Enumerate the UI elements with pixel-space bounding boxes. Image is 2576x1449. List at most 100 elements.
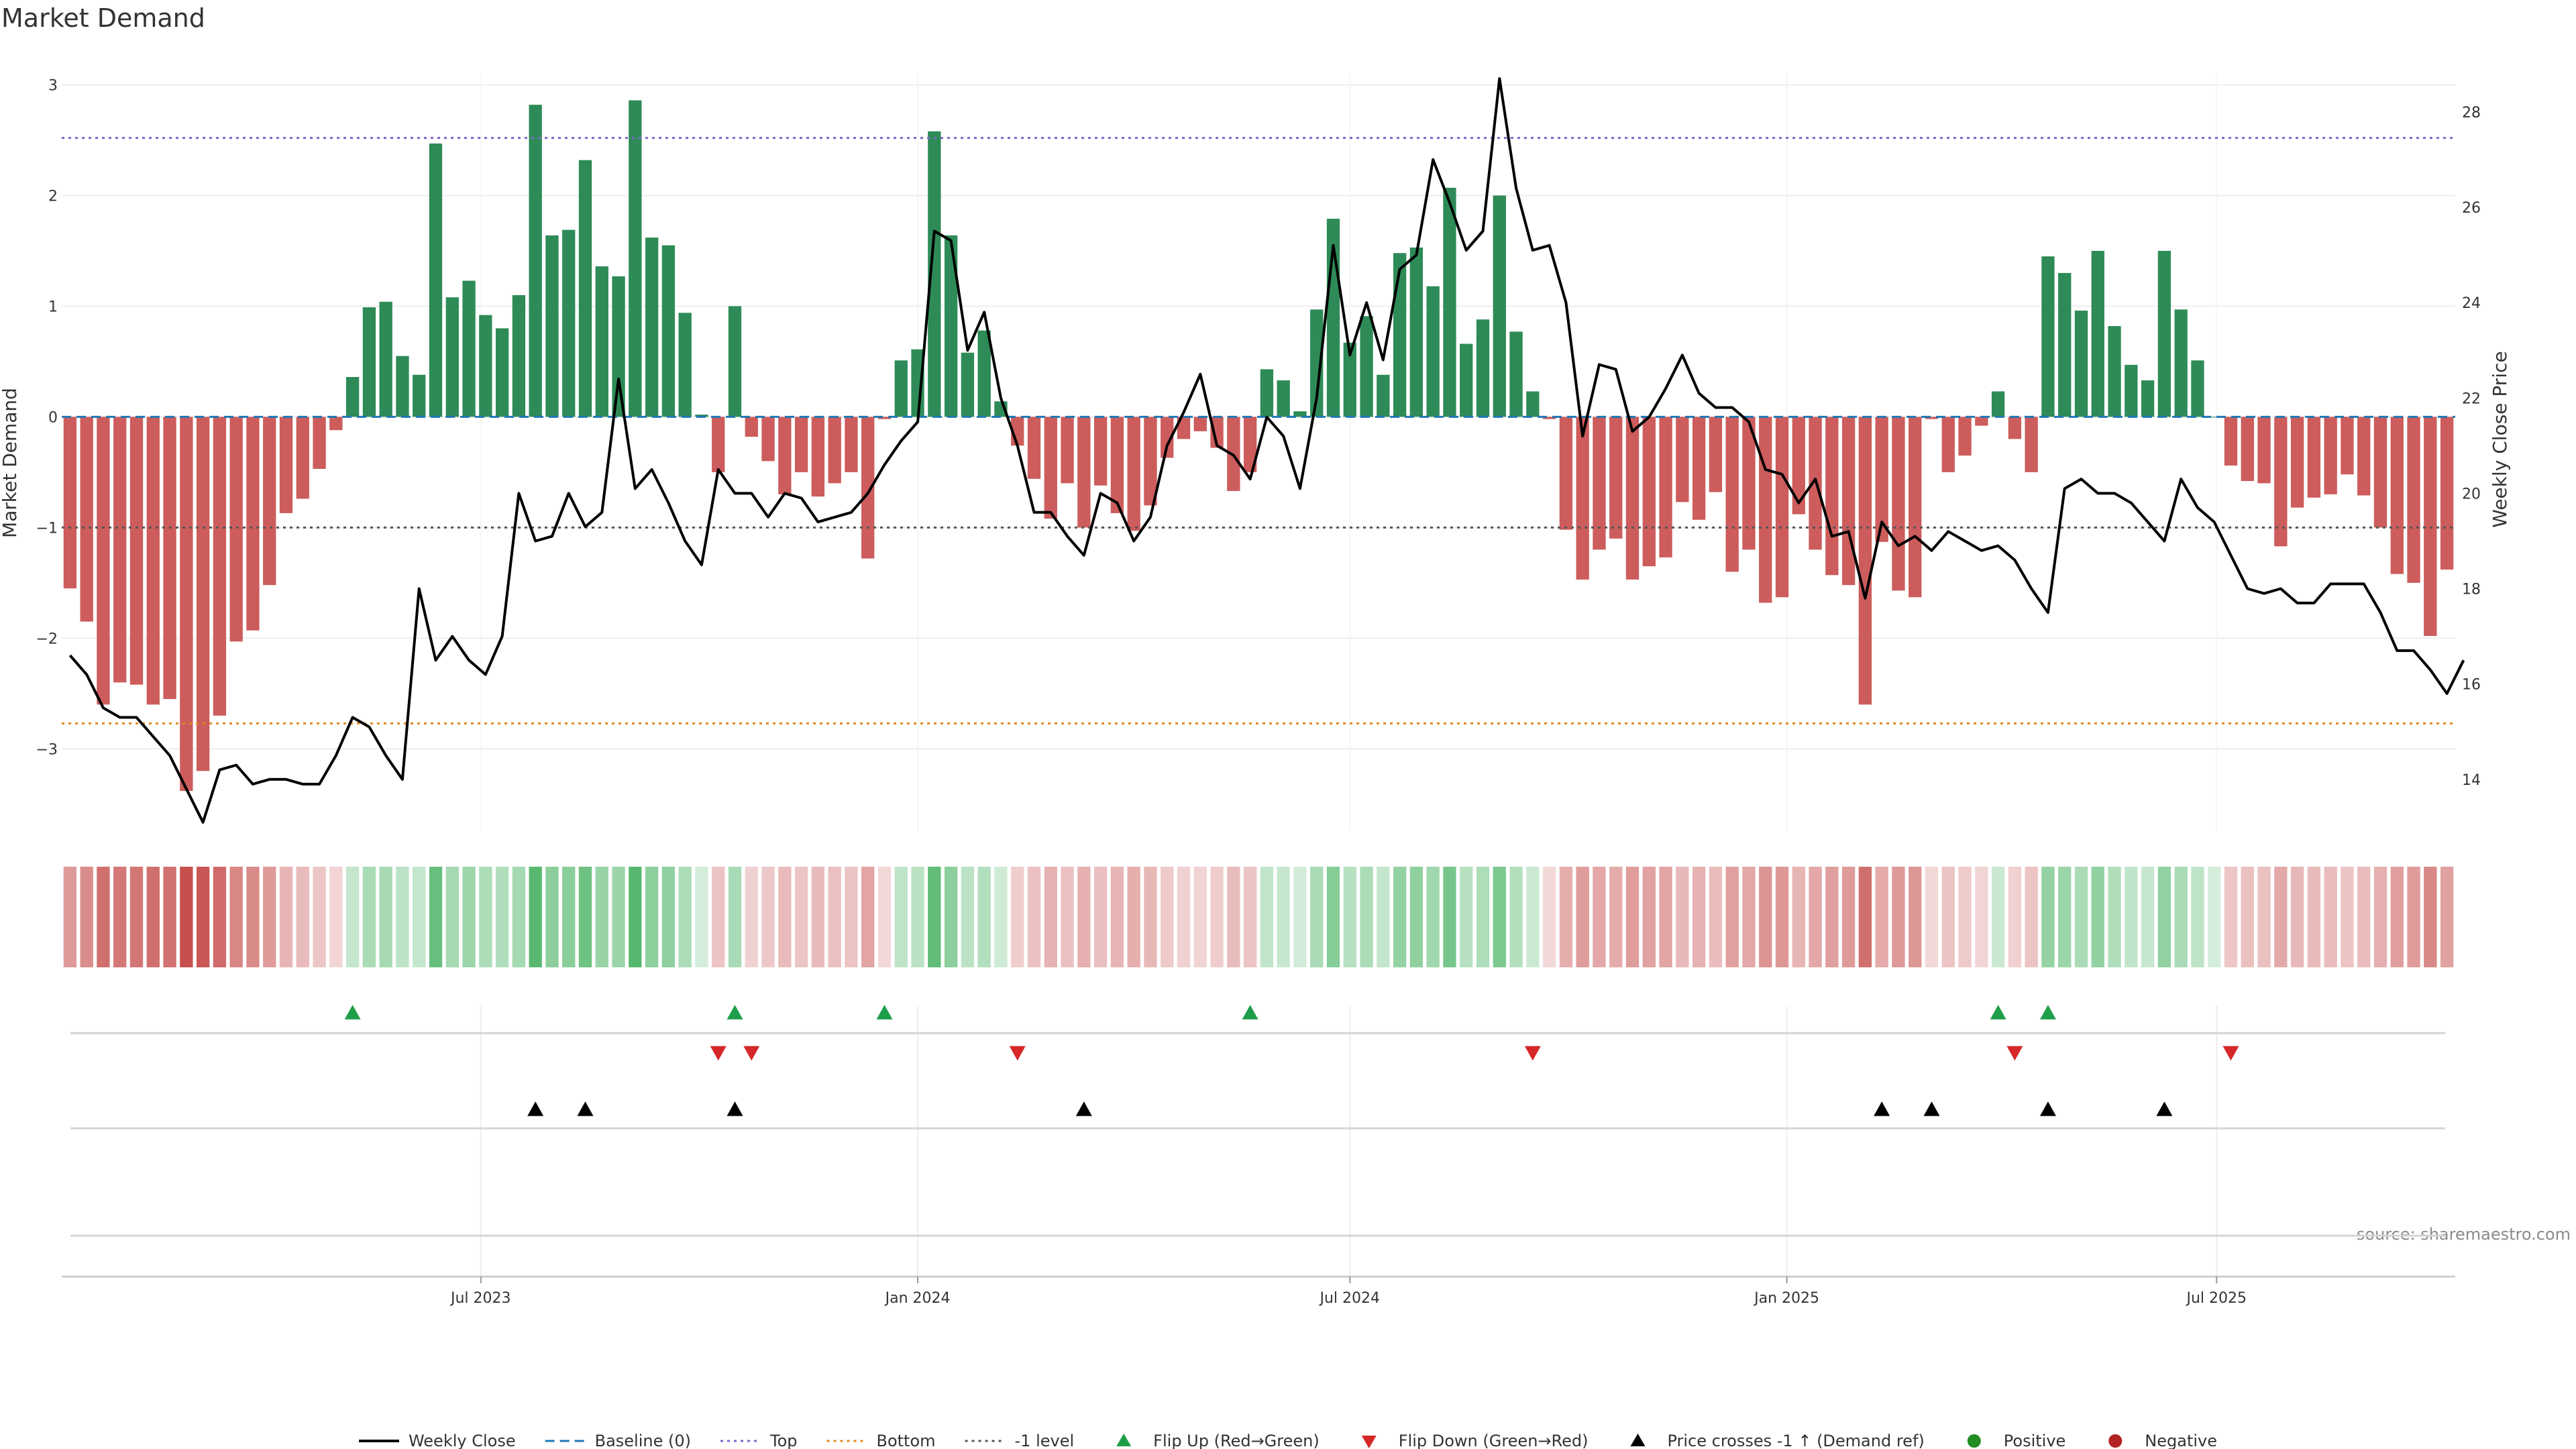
negative-bar xyxy=(1676,417,1689,502)
heat-cell-positive xyxy=(977,867,991,967)
negative-bar xyxy=(2290,417,2304,508)
negative-bar xyxy=(263,417,276,586)
heat-cell-positive xyxy=(445,867,459,967)
negative-bar xyxy=(1742,417,1756,550)
positive-bar xyxy=(2157,250,2171,417)
positive-bar xyxy=(1343,342,1356,417)
positive-bar xyxy=(413,374,426,417)
negative-bar xyxy=(163,417,176,700)
negative-bar xyxy=(180,417,193,791)
y-tick-label: 2 xyxy=(48,188,58,205)
negative-bar xyxy=(745,417,758,437)
positive-bar xyxy=(529,105,542,417)
positive-bar xyxy=(928,131,941,417)
heat-cell-positive xyxy=(462,867,476,967)
legend-item-negative: Negative xyxy=(2108,1432,2217,1449)
heat-cell-positive xyxy=(362,867,376,967)
positive-bar xyxy=(894,360,908,417)
heat-cell-negative xyxy=(2241,867,2254,967)
heat-cell-negative xyxy=(2274,867,2288,967)
heat-cell-negative xyxy=(1127,867,1140,967)
negative-bar xyxy=(1110,417,1124,513)
heat-cell-negative xyxy=(1676,867,1689,967)
heat-cell-negative xyxy=(1825,867,1839,967)
heat-cell-negative xyxy=(845,867,858,967)
negative-bar xyxy=(2390,417,2404,574)
positive-bar xyxy=(345,377,360,417)
heat-cell-positive xyxy=(678,867,692,967)
negative-bar xyxy=(761,417,775,462)
heat-cell-negative xyxy=(1193,867,1207,967)
heat-cell-negative xyxy=(263,867,276,967)
heat-cell-negative xyxy=(2257,867,2271,967)
heat-cell-positive xyxy=(562,867,576,967)
heat-cell-negative xyxy=(1709,867,1723,967)
flip-up-marker xyxy=(1242,1005,1258,1020)
heat-cell-positive xyxy=(1509,867,1523,967)
heat-cell-positive xyxy=(612,867,625,967)
heat-cell-negative xyxy=(761,867,775,967)
y2-tick-label: 18 xyxy=(2462,582,2481,598)
negative-bar xyxy=(2341,417,2354,475)
y-axis-title: Market Demand xyxy=(0,388,21,538)
heat-cell-positive xyxy=(429,867,443,967)
legend-item-positive: Positive xyxy=(1967,1432,2065,1449)
negative-bar xyxy=(1193,417,1207,431)
heat-cell-positive xyxy=(512,867,526,967)
y-tick-label: 3 xyxy=(48,77,58,94)
x-tick-label: Jul 2023 xyxy=(449,1290,511,1307)
chart-title: Market Demand xyxy=(1,3,205,33)
heat-cell-positive xyxy=(1443,867,1456,967)
heat-cell-positive xyxy=(1393,867,1407,967)
positive-bar xyxy=(1476,319,1490,417)
heat-cell-negative xyxy=(1692,867,1706,967)
heat-cell-positive xyxy=(728,867,742,967)
y2-tick-label: 16 xyxy=(2462,677,2481,694)
heat-cell-positive xyxy=(645,867,659,967)
positive-bar xyxy=(462,280,476,417)
negative-bar xyxy=(1642,417,1656,567)
heat-cell-positive xyxy=(629,867,642,967)
legend-item-minus1: -1 level xyxy=(965,1432,1074,1449)
y2-axis-title: Weekly Close Price xyxy=(2489,351,2511,527)
heat-cell-positive xyxy=(2125,867,2138,967)
negative-bar xyxy=(2307,417,2321,498)
legend-label: Weekly Close xyxy=(409,1432,516,1449)
heat-cell-negative xyxy=(1892,867,1905,967)
heat-cell-negative xyxy=(146,867,160,967)
negative-bar xyxy=(1243,417,1257,472)
heat-cell-negative xyxy=(296,867,309,967)
legend-item-flipdown: Flip Down (Green→Red) xyxy=(1361,1432,1588,1449)
heat-cell-positive xyxy=(1377,867,1390,967)
negative-bar xyxy=(97,417,110,705)
heat-cell-positive xyxy=(1426,867,1440,967)
heat-cell-negative xyxy=(745,867,758,967)
heat-cell-positive xyxy=(578,867,592,967)
y2-tick-label: 28 xyxy=(2462,105,2481,121)
positive-bar xyxy=(445,297,459,417)
negative-bar xyxy=(1875,417,1888,542)
heat-cell-positive xyxy=(1260,867,1274,967)
flip-down-marker xyxy=(743,1046,760,1061)
legend-label: Negative xyxy=(2145,1432,2217,1449)
negative-bar xyxy=(2241,417,2254,482)
negative-bar xyxy=(246,417,260,631)
negative-bar xyxy=(1941,417,1955,472)
positive-bar xyxy=(944,235,958,417)
negative-bar xyxy=(63,417,77,589)
heat-cell-positive xyxy=(1460,867,1473,967)
legend: Weekly Close Baseline (0) Top Bottom -1 leve… xyxy=(358,1432,2217,1449)
negative-bar xyxy=(329,417,343,431)
positive-bar xyxy=(1509,331,1523,417)
heat-cell-negative xyxy=(113,867,127,967)
heat-cell-negative xyxy=(1925,867,1939,967)
reference-lines xyxy=(62,137,2455,724)
heat-cell-negative xyxy=(1027,867,1041,967)
positive-bar xyxy=(1377,374,1390,417)
negative-bar xyxy=(1625,417,1640,580)
negative-bar xyxy=(1725,417,1739,572)
heat-cell-negative xyxy=(1559,867,1573,967)
heat-cell-positive xyxy=(2108,867,2121,967)
negative-bar xyxy=(196,417,210,771)
heat-cell-negative xyxy=(229,867,243,967)
